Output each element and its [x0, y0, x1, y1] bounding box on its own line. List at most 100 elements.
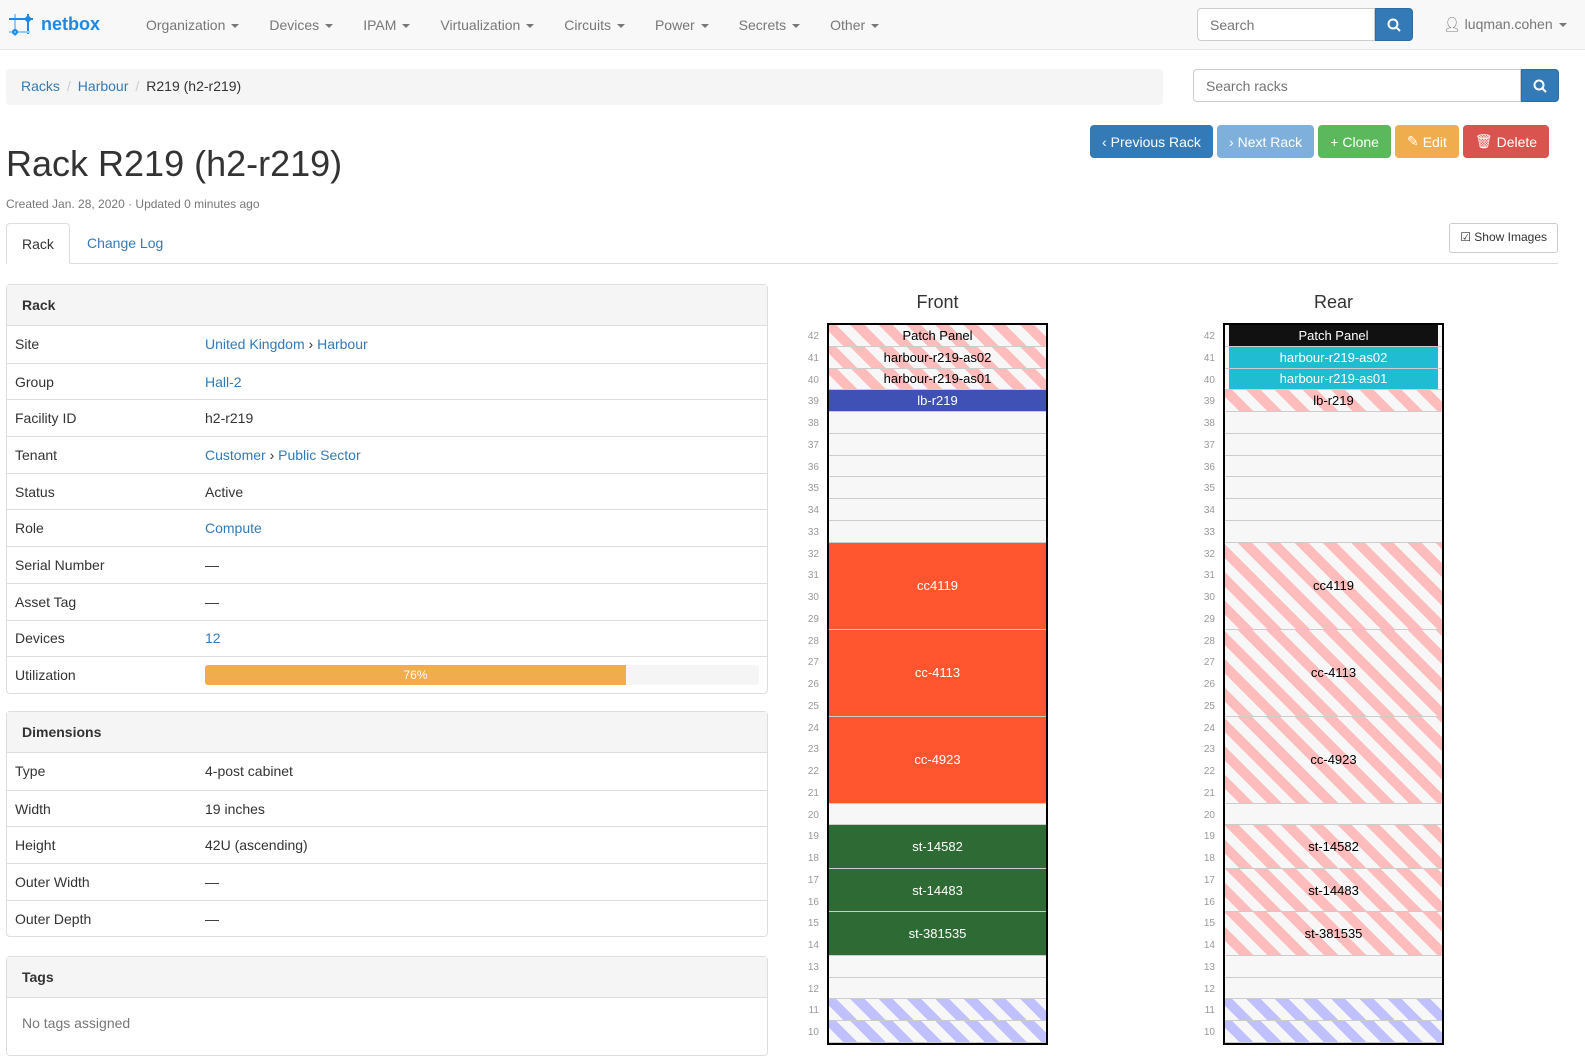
unit-number: 17: [807, 874, 819, 886]
rack-unit[interactable]: [829, 804, 1046, 826]
netbox-logo[interactable]: netbox: [6, 10, 131, 40]
field-value[interactable]: Customer: [205, 446, 266, 463]
unit-number: 10: [1203, 1027, 1215, 1038]
field-label: Tenant: [15, 446, 58, 463]
rack-unit[interactable]: [1225, 477, 1442, 499]
device-Patch Panel[interactable]: Patch Panel: [829, 325, 1046, 347]
rack-unit[interactable]: [829, 978, 1046, 1000]
button-icon: ‹: [1102, 133, 1107, 150]
device-st-14582[interactable]: st-14582: [1225, 825, 1442, 869]
rack-unit[interactable]: [829, 456, 1046, 478]
rack-unit[interactable]: [1225, 978, 1442, 1000]
rack-unit[interactable]: [829, 499, 1046, 521]
field-value[interactable]: United Kingdom: [205, 336, 305, 353]
device-lb-r219[interactable]: lb-r219: [1225, 390, 1442, 412]
row-outer-width: Outer Width —: [7, 863, 767, 900]
rack-unit[interactable]: [829, 956, 1046, 978]
field-value[interactable]: Hall-2: [205, 373, 242, 390]
row-width: Width 19 inches: [7, 789, 767, 827]
show-images-label: Show Images: [1474, 230, 1547, 244]
device-st-381535[interactable]: st-381535: [829, 912, 1046, 956]
unit-number: 16: [807, 896, 819, 908]
unit-number: 30: [807, 592, 819, 603]
rack-unit[interactable]: [829, 434, 1046, 456]
delete-button[interactable]: 🗑 Delete: [1462, 125, 1550, 158]
field-value[interactable]: Harbour: [317, 336, 368, 353]
field-label: Width: [15, 800, 51, 817]
edit-button[interactable]: ✎ Edit: [1394, 125, 1459, 158]
nav-other[interactable]: Other: [815, 17, 894, 33]
front-rack-elevation: Patch Panel harbour-r219-as02 harbour-r219…: [827, 323, 1048, 1045]
nav-devices[interactable]: Devices: [254, 17, 348, 33]
device-cc4119[interactable]: cc4119: [1225, 542, 1442, 630]
unit-number: 36: [807, 461, 819, 473]
show-images-button[interactable]: ☑ Show Images: [1449, 223, 1558, 253]
breadcrumb-racks[interactable]: Racks: [21, 78, 60, 94]
device-Patch Panel[interactable]: Patch Panel: [1229, 325, 1438, 347]
field-value: 4-post cabinet: [205, 763, 293, 780]
rack-unit[interactable]: [1225, 804, 1442, 826]
device-harbour-r219-as02[interactable]: harbour-r219-as02: [829, 346, 1046, 369]
rack-search-button[interactable]: [1521, 69, 1559, 102]
nav-organization[interactable]: Organization: [131, 17, 254, 33]
nav-circuits[interactable]: Circuits: [549, 17, 640, 33]
nav-power[interactable]: Power: [640, 17, 724, 33]
device-cc4119[interactable]: cc4119: [829, 542, 1046, 630]
device-cc-4113[interactable]: cc-4113: [1225, 629, 1442, 717]
rack-unit[interactable]: [1225, 999, 1442, 1021]
tab-change-log[interactable]: Change Log: [87, 235, 164, 251]
device-st-14582[interactable]: st-14582: [829, 825, 1046, 869]
device-cc-4923[interactable]: cc-4923: [829, 716, 1046, 804]
rack-unit[interactable]: [829, 999, 1046, 1021]
row-type: Type 4-post cabinet: [7, 753, 767, 790]
tab-rack[interactable]: Rack: [6, 223, 70, 264]
device-harbour-r219-as02[interactable]: harbour-r219-as02: [1229, 346, 1438, 369]
field-value: h2-r219: [205, 410, 254, 427]
rack-unit[interactable]: [1225, 456, 1442, 478]
unit-number: 24: [1203, 722, 1215, 734]
field-label: Role: [15, 520, 44, 537]
rack-search-input[interactable]: [1193, 69, 1521, 102]
unit-number: 35: [807, 483, 819, 495]
device-cc-4113[interactable]: cc-4113: [829, 629, 1046, 717]
next-rack-button[interactable]: › Next Rack: [1216, 125, 1315, 158]
field-value[interactable]: Compute: [205, 520, 262, 537]
unit-number: 11: [1204, 1005, 1215, 1017]
rack-unit[interactable]: [1225, 521, 1442, 543]
button-icon: +: [1330, 133, 1339, 150]
search-icon: [1533, 79, 1547, 93]
rack-unit[interactable]: [1225, 499, 1442, 521]
device-lb-r219[interactable]: lb-r219: [829, 390, 1046, 412]
rack-unit[interactable]: [1225, 412, 1442, 434]
breadcrumb-site[interactable]: Harbour: [77, 78, 129, 94]
device-cc-4923[interactable]: cc-4923: [1225, 716, 1442, 804]
nav-virtualization[interactable]: Virtualization: [425, 17, 549, 33]
clone-button[interactable]: + Clone: [1318, 125, 1391, 158]
nav-ipam[interactable]: IPAM: [348, 17, 425, 33]
device-harbour-r219-as01[interactable]: harbour-r219-as01: [1229, 368, 1438, 391]
field-value[interactable]: 12: [205, 630, 221, 647]
device-st-14483[interactable]: st-14483: [829, 868, 1046, 913]
rack-unit[interactable]: [829, 477, 1046, 499]
device-st-381535[interactable]: st-381535: [1225, 912, 1442, 956]
global-search-input[interactable]: [1197, 8, 1375, 41]
unit-number: 38: [807, 418, 819, 429]
rack-unit[interactable]: [1225, 434, 1442, 456]
unit-number: 28: [1203, 635, 1215, 647]
nav-label: Circuits: [564, 16, 611, 33]
unit-number: 31: [807, 570, 819, 582]
rack-unit[interactable]: [829, 521, 1046, 543]
field-value[interactable]: Public Sector: [278, 446, 361, 463]
rack-unit[interactable]: [829, 1021, 1046, 1043]
rack-unit[interactable]: [1225, 956, 1442, 978]
rack-unit[interactable]: [1225, 1021, 1442, 1043]
rack-unit[interactable]: [829, 412, 1046, 434]
previous-rack-button[interactable]: ‹ Previous Rack: [1090, 125, 1213, 158]
device-harbour-r219-as01[interactable]: harbour-r219-as01: [829, 368, 1046, 391]
user-menu[interactable]: 👤︎ luqman.cohen: [1443, 16, 1567, 33]
unit-number: 21: [1203, 787, 1215, 799]
nav-label: Virtualization: [440, 16, 521, 33]
search-button[interactable]: [1375, 8, 1413, 41]
nav-secrets[interactable]: Secrets: [724, 17, 815, 33]
device-st-14483[interactable]: st-14483: [1225, 868, 1442, 913]
